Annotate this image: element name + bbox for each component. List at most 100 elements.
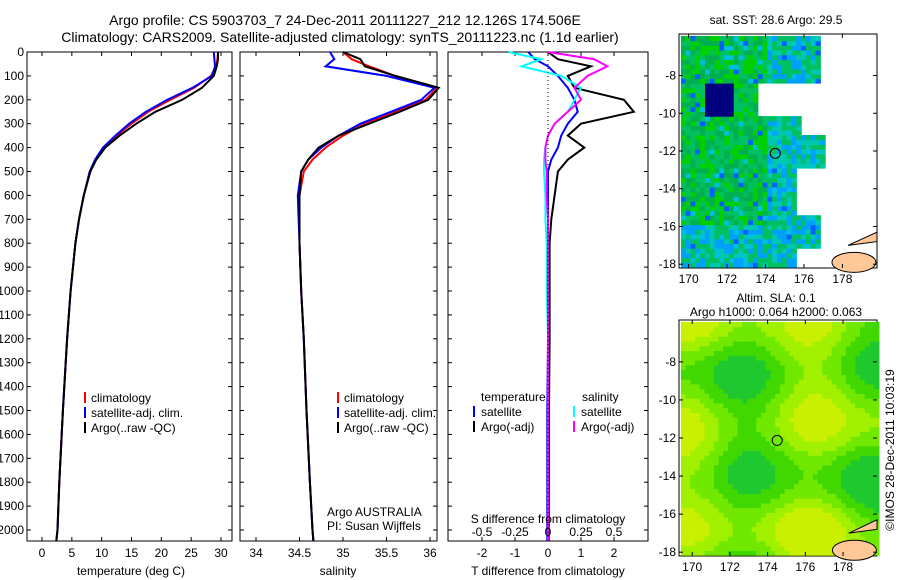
map-cell [874,426,880,432]
map-cell [695,196,701,202]
map-cell [841,412,847,418]
map-cell [798,436,804,442]
map-cell [798,507,804,513]
map-cell [685,383,691,390]
map-cell [704,488,710,494]
map-cell [729,234,735,240]
map-cell [860,393,866,399]
map-cell [746,436,753,442]
map-cell [822,507,828,513]
map-cell [685,421,691,428]
map-cell [757,205,764,211]
map-cell [748,201,754,207]
map-cell [777,35,783,42]
map-cell [761,531,767,537]
map-cell [724,139,730,145]
map-cell [714,64,720,70]
map-cell [704,364,710,371]
map-cell [767,153,773,160]
map-cell [808,512,814,518]
map-cell [699,360,705,366]
map-cell [762,257,768,263]
map-cell [767,64,773,70]
map-cell [748,229,754,235]
map-cell [709,331,715,337]
map-cell [709,402,715,409]
map-cell [704,421,710,428]
map-cell [756,455,762,461]
map-cell [864,464,870,470]
map-cell [685,379,691,385]
map-cell [685,474,691,480]
map-cell [729,35,735,42]
map-cell [812,417,819,423]
map-cell [798,369,804,375]
map-cell [786,238,793,244]
map-cell [690,149,696,155]
map-cell [808,493,814,499]
map-cell [772,248,778,254]
map-cell [812,483,819,490]
map-cell [709,440,715,447]
map-cell [690,205,696,211]
map-cell [718,321,724,328]
map-cell [855,436,861,442]
map-cell [765,440,771,447]
map-cell [690,130,696,136]
map-cell [709,130,716,136]
map-cell [685,111,692,117]
map-cell [680,374,687,380]
map-cell [733,106,740,112]
map-cell [808,350,814,356]
map-cell [789,521,795,528]
map-cell [705,182,711,188]
map-cell [700,40,706,46]
map-cell [746,517,753,523]
map-cell [714,144,720,150]
map-cell [874,412,880,418]
map-cell [822,474,828,480]
map-cell [713,388,720,394]
map-cell [779,388,786,394]
map-cell [737,364,743,371]
map-cell [723,369,729,375]
map-cell [762,177,768,183]
map-cell [869,360,875,366]
map-cell [762,224,768,230]
map-cell [700,73,706,79]
map-cell [798,469,804,475]
map-cell [798,336,804,342]
map-cell [789,526,795,532]
map-cell [860,469,866,475]
map-cell [709,201,716,207]
map-cell [709,536,715,542]
map-cell [855,340,861,347]
map-cell [685,205,692,211]
map-cell [803,321,809,328]
map-cell [713,440,720,447]
map-cell [789,455,795,461]
map-cell [794,350,800,356]
map-cell [803,540,809,547]
map-cell [724,153,730,160]
map-cell [798,512,804,518]
map-cell [690,493,696,499]
map-cell [695,326,701,333]
map-cell [765,455,771,461]
map-cell [723,455,729,461]
map-cell [700,45,706,51]
map-cell [812,412,819,418]
map-cell [732,436,738,442]
map-cell [699,502,705,509]
map-cell [695,73,701,79]
map-cell [719,116,725,122]
map-cell [738,163,744,169]
map-cell [841,388,847,394]
map-cell [796,54,802,61]
map-cell [796,139,802,145]
map-cell [753,201,759,207]
map-cell [713,517,720,523]
map-cell [713,350,720,356]
map-cell [841,445,847,451]
map-cell [817,521,823,528]
